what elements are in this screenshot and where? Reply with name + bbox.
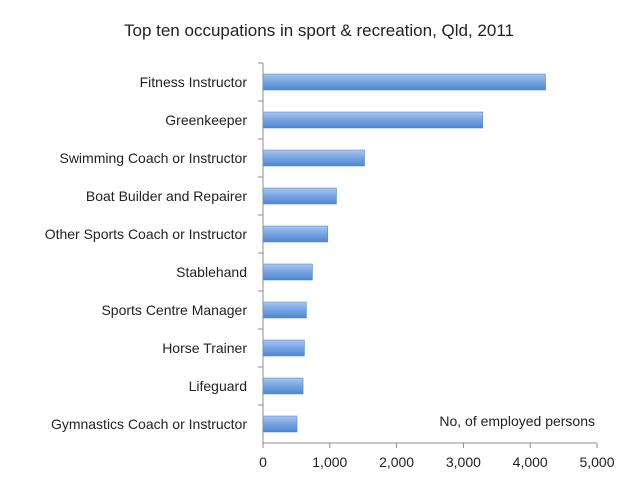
bar-1 [262,73,546,91]
bar-4 [262,187,337,205]
category-label-3: Swimming Coach or Instructor [59,150,247,166]
x-tick-label-3: 2,000 [379,454,414,470]
bar-7 [262,301,307,319]
x-tick-label-6: 5,000 [579,454,614,470]
category-label-4: Boat Builder and Repairer [86,188,247,204]
bar-3 [262,149,365,167]
chart-title: Top ten occupations in sport & recreatio… [124,21,514,40]
bar-6 [262,263,313,281]
category-label-7: Sports Centre Manager [101,302,247,318]
chart-annotation: No, of employed persons [439,413,595,429]
category-label-9: Lifeguard [189,378,247,394]
bar-9 [262,377,304,395]
bars-group [262,73,546,433]
x-ticks: 0 1,000 2,000 3,000 4,000 5,000 [258,62,615,470]
category-labels: Fitness Instructor Greenkeeper Swimming Co… [45,74,248,432]
bar-10 [262,415,298,433]
x-tick-label-4: 3,000 [446,454,481,470]
bar-2 [262,111,484,129]
category-label-8: Horse Trainer [162,340,247,356]
category-label-1: Fitness Instructor [140,74,248,90]
bar-8 [262,339,305,357]
category-label-6: Stablehand [176,264,247,280]
category-label-2: Greenkeeper [165,112,247,128]
bar-5 [262,225,329,243]
category-label-10: Gymnastics Coach or Instructor [51,416,247,432]
x-tick-label-2: 1,000 [312,454,347,470]
x-tick-label-5: 4,000 [513,454,548,470]
x-tick-label-1: 0 [259,454,267,470]
category-label-5: Other Sports Coach or Instructor [45,226,248,242]
